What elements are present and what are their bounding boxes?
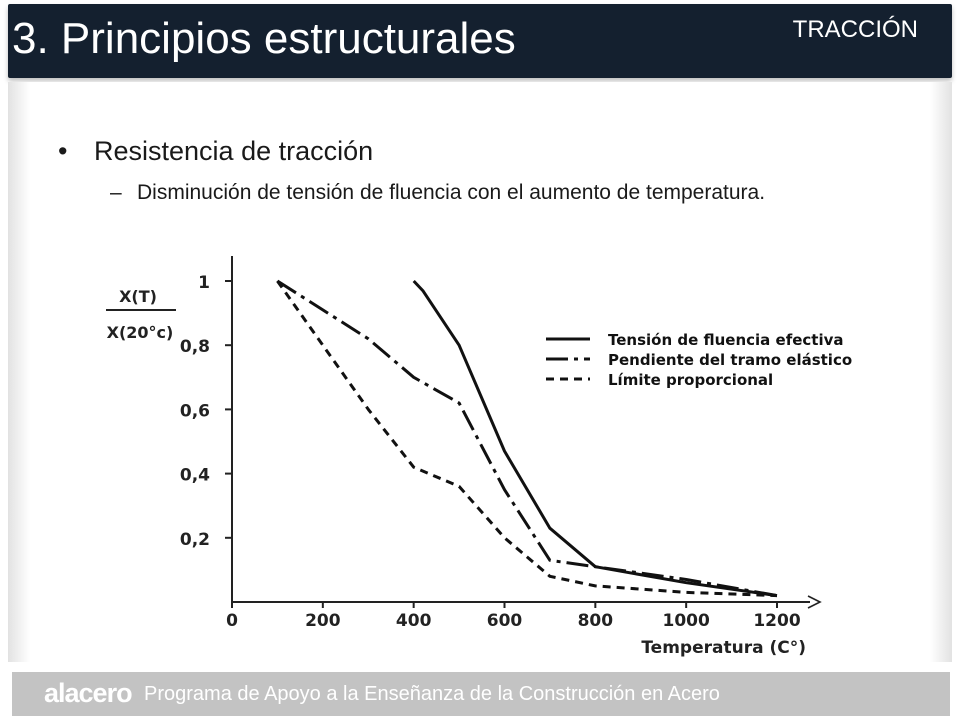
x-tick-label: 200 xyxy=(305,611,341,631)
x-tick-label: 0 xyxy=(226,611,238,631)
sub-bullet-marker: – xyxy=(110,181,122,204)
bullet-text: Resistencia de tracción xyxy=(94,136,374,166)
sub-bullet-text: Disminución de tensión de fluencia con e… xyxy=(137,181,766,204)
series-line-2 xyxy=(276,279,778,598)
legend-label-2: Pendiente del tramo elástico xyxy=(608,351,852,369)
y-tick-label: 0,4 xyxy=(180,466,210,486)
alacero-logo: alacero xyxy=(44,678,133,708)
y-tick-label: 0,2 xyxy=(180,530,210,550)
series-line-3 xyxy=(276,280,778,598)
bullet-marker: • xyxy=(58,136,68,166)
legend-label-3: Límite proporcional xyxy=(608,371,773,389)
x-tick-label: 800 xyxy=(578,611,614,631)
y-tick-label: 0,8 xyxy=(180,337,210,357)
series-line-1 xyxy=(412,279,778,598)
x-tick-label: 1000 xyxy=(663,611,710,631)
bullet-item: • Resistencia de tracción xyxy=(58,136,373,167)
y-tick-label: 0,6 xyxy=(180,401,210,421)
x-axis-arrow-icon xyxy=(807,595,822,609)
x-tick-label: 400 xyxy=(396,611,432,631)
y-tick-label: 1 xyxy=(198,273,210,293)
sub-bullet-item: – Disminución de tensión de fluencia con… xyxy=(110,178,810,207)
x-tick-label: 1200 xyxy=(753,611,800,631)
legend-label-1: Tensión de fluencia efectiva xyxy=(608,331,844,349)
footer-bar: alacero Programa de Apoyo a la Enseñanza… xyxy=(12,672,950,716)
y-axis-label-denominator: X(20°c) xyxy=(107,323,174,342)
section-label: TRACCIÓN xyxy=(792,16,918,43)
slide-header: 3. Principios estructurales TRACCIÓN xyxy=(8,4,952,78)
y-axis-label-numerator: X(T) xyxy=(119,287,157,306)
x-tick-label: 600 xyxy=(487,611,523,631)
footer-text: Programa de Apoyo a la Enseñanza de la C… xyxy=(144,683,720,705)
temperature-strength-chart: 0,2 0,4 0,6 0,8 1 0 200 400 600 800 1000 1200 X(T) X(… xyxy=(106,256,852,658)
x-axis-label: Temperatura (C°) xyxy=(641,638,806,658)
content-panel xyxy=(8,82,952,662)
slide-title: 3. Principios estructurales xyxy=(12,14,516,63)
